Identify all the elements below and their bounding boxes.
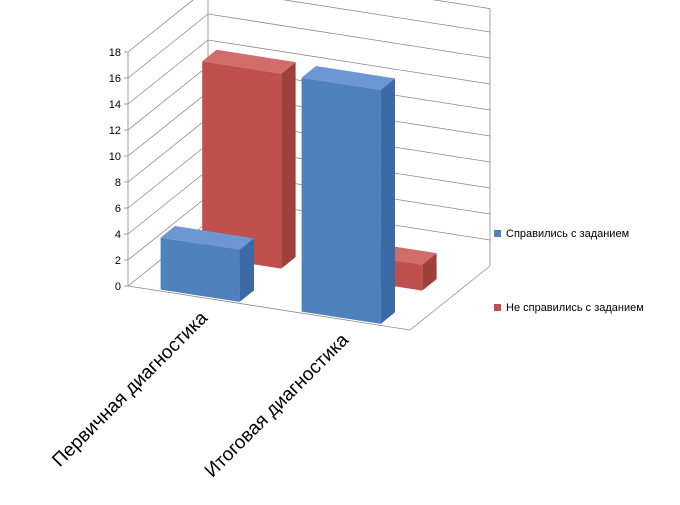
bar-not-completed-initial	[202, 49, 296, 269]
legend-swatch	[494, 230, 501, 237]
bar-top-face	[160, 226, 254, 250]
legend-label: Справились с заданием	[506, 228, 629, 240]
bar-top-face	[202, 49, 296, 74]
x-category-label: Первичная диагностика	[48, 307, 212, 471]
bar-side-face	[380, 78, 395, 324]
legend: Справились с заданием Не справились с зад…	[494, 228, 644, 314]
legend-label: Не справились с заданием	[506, 302, 644, 314]
y-tick-label: 18	[109, 47, 121, 59]
y-tick-label: 8	[115, 177, 121, 189]
y-tick-label: 16	[109, 73, 121, 85]
bar-top-face	[301, 66, 395, 90]
x-category-label: Итоговая диагностика	[201, 329, 353, 481]
legend-item: Справились с заданием	[494, 228, 629, 240]
bar-completed-final	[301, 66, 395, 324]
y-tick-label: 6	[115, 203, 121, 215]
y-tick-label: 0	[115, 281, 121, 293]
y-tick-label: 4	[115, 229, 121, 241]
bar-side-face	[422, 253, 437, 291]
y-tick-label: 14	[109, 99, 121, 111]
bar-front-face	[160, 237, 240, 302]
bar-side-face	[239, 238, 254, 302]
bar-front-face	[301, 77, 381, 324]
floor-front-edge	[127, 285, 411, 331]
y-tick-label: 2	[115, 255, 121, 267]
legend-item: Не справились с заданием	[494, 302, 644, 314]
chart-bars	[160, 49, 437, 324]
bar-front-face	[202, 61, 282, 269]
y-axis-ticks: 0 2 4 6 8 10 12 14 16 18	[109, 47, 128, 293]
y-tick-label: 12	[109, 125, 121, 137]
legend-swatch	[494, 304, 501, 311]
y-tick-label: 10	[109, 151, 121, 163]
bar-side-face	[281, 62, 296, 269]
gridline	[127, 39, 491, 105]
gridline	[127, 0, 491, 53]
gridline	[127, 13, 491, 79]
bar-completed-initial	[160, 226, 254, 302]
floor-right-edge	[409, 265, 491, 331]
back-wall-top-edge	[432, 0, 491, 9]
